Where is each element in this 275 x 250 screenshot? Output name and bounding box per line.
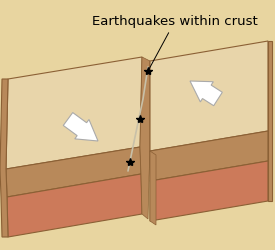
Text: Earthquakes within crust: Earthquakes within crust bbox=[92, 16, 258, 69]
Polygon shape bbox=[140, 58, 150, 219]
FancyArrow shape bbox=[190, 82, 222, 106]
Polygon shape bbox=[6, 58, 142, 169]
Polygon shape bbox=[150, 161, 268, 221]
FancyArrow shape bbox=[63, 113, 98, 141]
Polygon shape bbox=[268, 42, 272, 201]
Polygon shape bbox=[150, 132, 268, 181]
Polygon shape bbox=[150, 42, 268, 152]
Polygon shape bbox=[7, 174, 142, 237]
Polygon shape bbox=[0, 80, 8, 237]
Polygon shape bbox=[6, 148, 141, 197]
Polygon shape bbox=[150, 152, 156, 225]
